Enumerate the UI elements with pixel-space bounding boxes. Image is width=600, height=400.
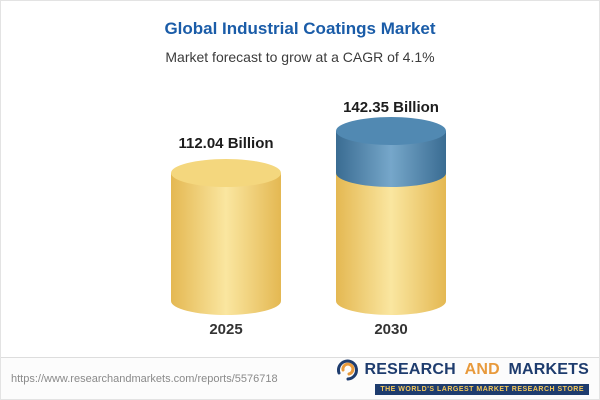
logo-swirl-icon	[336, 359, 358, 381]
chart-subtitle: Market forecast to grow at a CAGR of 4.1…	[165, 49, 435, 65]
bar-2030-cylinder	[336, 117, 446, 315]
logo-word-and: AND	[464, 361, 500, 378]
logo-tagline: THE WORLD'S LARGEST MARKET RESEARCH STOR…	[375, 384, 589, 395]
research-and-markets-logo: RESEARCH AND MARKETS THE WORLD'S LARGEST…	[335, 358, 589, 395]
logo-row: RESEARCH AND MARKETS	[335, 358, 589, 382]
category-label-2030: 2030	[374, 321, 408, 338]
value-label-2030: 142.35 Billion	[343, 99, 439, 116]
footer-bar: https://www.researchandmarkets.com/repor…	[1, 357, 599, 399]
logo-wordmark: RESEARCH AND MARKETS	[365, 361, 589, 379]
value-label-2025: 112.04 Billion	[178, 135, 274, 152]
bar-2030-growth-cap	[336, 117, 446, 187]
logo-word-markets: MARKETS	[508, 361, 589, 378]
category-label-2025: 2025	[209, 321, 243, 338]
chart-title: Global Industrial Coatings Market	[164, 19, 436, 38]
logo-word-research: RESEARCH	[364, 361, 456, 378]
bar-2025-cylinder	[171, 159, 281, 315]
report-url: https://www.researchandmarkets.com/repor…	[11, 373, 278, 385]
